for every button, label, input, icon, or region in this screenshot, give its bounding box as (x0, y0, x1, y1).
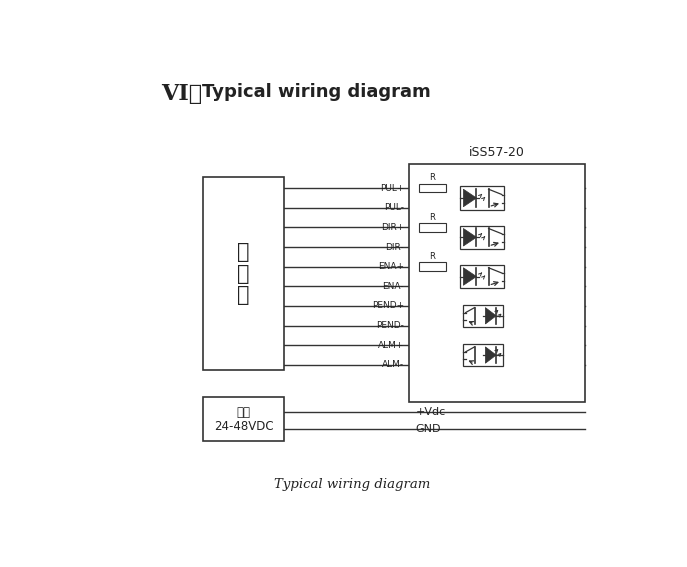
Bar (463, 305, 504, 327)
Text: DIR-: DIR- (385, 243, 404, 252)
Bar (418, 184, 447, 192)
Text: R: R (429, 174, 436, 183)
Text: R: R (429, 213, 436, 222)
Bar (418, 263, 447, 271)
Text: Typical wiring diagram: Typical wiring diagram (201, 83, 430, 101)
Polygon shape (463, 268, 477, 285)
Text: GND: GND (416, 424, 441, 434)
Text: iSS57-20: iSS57-20 (469, 146, 525, 159)
Text: ENA-: ENA- (383, 282, 404, 291)
Bar (203, 397, 284, 442)
Text: PEND+: PEND+ (372, 302, 404, 311)
Bar (460, 226, 504, 249)
Polygon shape (463, 189, 477, 207)
Text: ALM+: ALM+ (378, 341, 404, 350)
Text: PUL+: PUL+ (380, 184, 404, 193)
Text: ENA+: ENA+ (378, 262, 404, 271)
Text: 器: 器 (237, 285, 250, 305)
Text: Typical wiring diagram: Typical wiring diagram (273, 478, 430, 491)
Bar (418, 223, 447, 232)
Text: 24-48VDC: 24-48VDC (214, 420, 273, 433)
Bar (203, 177, 284, 370)
Bar (409, 163, 585, 402)
Polygon shape (486, 347, 496, 363)
Bar (460, 265, 504, 288)
Text: 电源: 电源 (236, 406, 251, 419)
Text: PUL-: PUL- (384, 204, 404, 212)
Text: 控: 控 (237, 242, 250, 262)
Polygon shape (463, 229, 477, 246)
Text: +Vdc: +Vdc (416, 408, 446, 417)
Bar (460, 187, 504, 210)
Polygon shape (486, 307, 496, 324)
Bar (463, 344, 504, 366)
Text: VI，: VI， (161, 83, 202, 105)
Text: 制: 制 (237, 264, 250, 284)
Text: R: R (429, 252, 436, 261)
Text: PEND-: PEND- (376, 321, 404, 330)
Text: DIR+: DIR+ (381, 223, 404, 232)
Text: ALM-: ALM- (382, 361, 404, 369)
